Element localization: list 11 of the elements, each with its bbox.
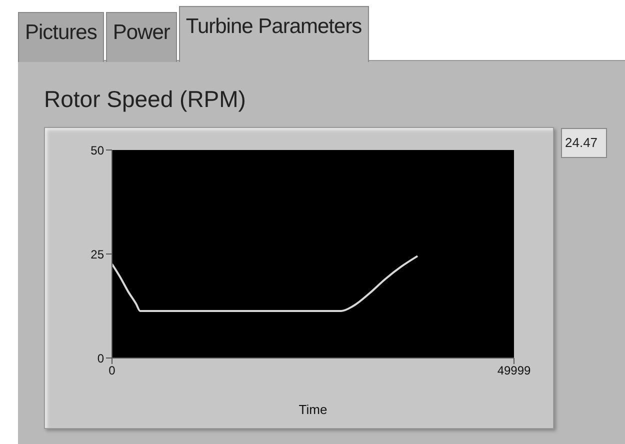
tab: Pictures [18, 12, 104, 62]
x-axis-title: Time [298, 402, 328, 417]
line-series [112, 255, 419, 312]
y-tick-label: 25 [90, 247, 104, 262]
tab: Power [106, 12, 177, 62]
x-tick-label: 49999 [497, 364, 532, 378]
y-tick-label: 50 [90, 143, 104, 158]
y-tick-label: 0 [97, 351, 104, 366]
text: 24.47 [561, 128, 607, 158]
tab: Turbine Parameters [178, 6, 369, 62]
chart-title: Rotor Speed (RPM) [44, 86, 246, 113]
